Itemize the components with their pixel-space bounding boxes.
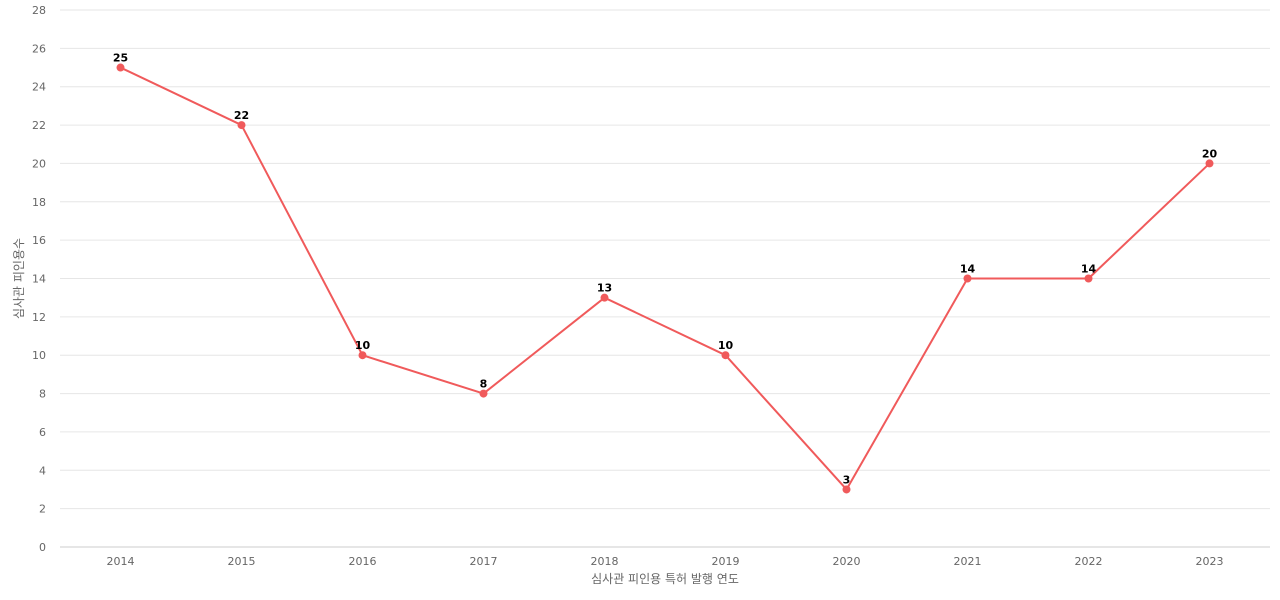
data-labels: 25 22 10 8 13 10 3 14 14 20 <box>113 52 1218 487</box>
data-label: 20 <box>1202 147 1218 160</box>
data-point[interactable] <box>1084 274 1093 283</box>
data-label: 10 <box>355 339 371 352</box>
y-tick-label: 14 <box>32 273 46 286</box>
y-tick-label: 28 <box>32 4 46 17</box>
grid <box>60 9 1270 510</box>
y-tick-label: 20 <box>32 157 46 170</box>
x-tick-label: 2016 <box>349 555 377 568</box>
y-tick-label: 10 <box>32 349 46 362</box>
data-label: 25 <box>113 52 128 65</box>
data-point[interactable] <box>600 293 609 302</box>
x-tick-label: 2015 <box>228 555 256 568</box>
data-label: 14 <box>1081 263 1097 276</box>
y-tick-label: 8 <box>39 388 46 401</box>
data-point[interactable] <box>116 63 125 72</box>
data-point[interactable] <box>721 351 730 360</box>
series-line <box>120 66 1211 491</box>
x-tick-label: 2019 <box>712 555 740 568</box>
x-axis-ticks: 2014 2015 2016 2017 2018 2019 2020 2021 2022 2023 <box>107 555 1224 568</box>
y-tick-label: 22 <box>32 119 46 132</box>
y-tick-label: 0 <box>39 541 46 554</box>
data-label: 10 <box>718 339 734 352</box>
y-tick-label: 2 <box>39 503 46 516</box>
data-point[interactable] <box>963 274 972 283</box>
y-axis-title: 심사관 피인용수 <box>12 238 26 319</box>
data-point[interactable] <box>358 351 367 360</box>
data-label: 13 <box>597 282 612 295</box>
data-label: 8 <box>480 378 488 391</box>
y-tick-label: 4 <box>39 464 46 477</box>
x-tick-label: 2018 <box>591 555 619 568</box>
x-tick-label: 2020 <box>833 555 861 568</box>
series-layer <box>116 63 1214 494</box>
data-point[interactable] <box>479 389 488 398</box>
y-tick-label: 6 <box>39 426 46 439</box>
x-tick-label: 2021 <box>954 555 982 568</box>
y-tick-label: 18 <box>32 196 46 209</box>
data-label: 14 <box>960 263 976 276</box>
x-tick-label: 2017 <box>470 555 498 568</box>
x-tick-label: 2014 <box>107 555 135 568</box>
data-point[interactable] <box>1205 159 1214 168</box>
data-label: 22 <box>234 109 249 122</box>
y-tick-label: 16 <box>32 234 46 247</box>
x-tick-label: 2022 <box>1075 555 1103 568</box>
data-point[interactable] <box>237 121 246 130</box>
data-point[interactable] <box>842 485 851 494</box>
x-axis-title: 심사관 피인용 특허 발행 연도 <box>591 571 739 586</box>
x-tick-label: 2023 <box>1196 555 1224 568</box>
data-label: 3 <box>843 473 851 486</box>
y-tick-label: 24 <box>32 81 46 94</box>
y-tick-label: 12 <box>32 311 46 324</box>
y-tick-label: 26 <box>32 42 46 55</box>
